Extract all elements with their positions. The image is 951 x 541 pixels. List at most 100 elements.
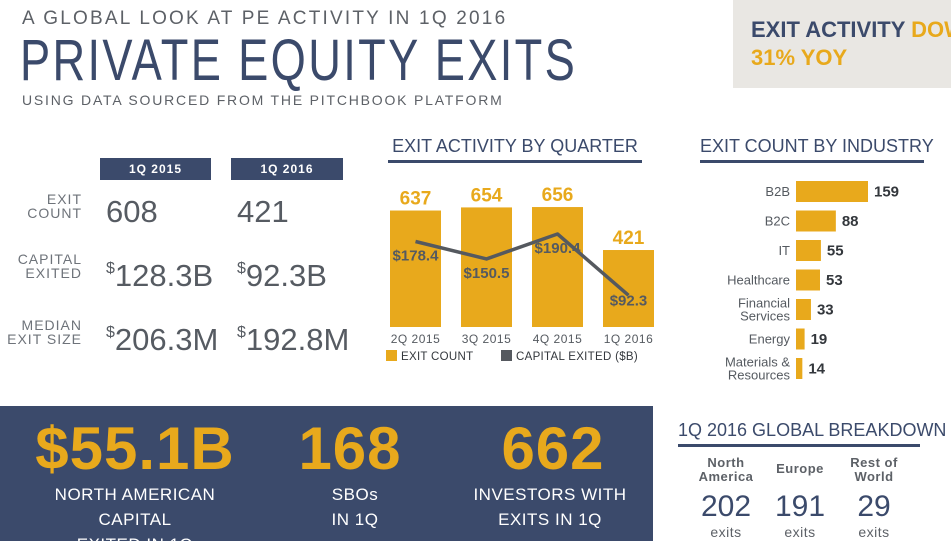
metric-exit-count-1q2015: 608 [106, 194, 158, 230]
column-header-1q2015: 1Q 2015 [100, 158, 211, 180]
exit-count-label: 637 [400, 189, 432, 210]
breakdown-title: 1Q 2016 GLOBAL BREAKDOWN [678, 420, 947, 440]
highlights-band [0, 406, 653, 541]
industry-category-label: Services [740, 309, 790, 324]
legend-swatch-capital-exited [501, 350, 512, 361]
legend-swatch-exit-count [386, 350, 397, 361]
caption-line: SBOs [331, 485, 379, 504]
industry-bar [796, 299, 811, 320]
region-line: Rest of [850, 455, 898, 470]
exit-count-label: 654 [471, 185, 503, 206]
metric-value: 128.3B [114, 258, 214, 293]
industry-category-label: B2B [765, 184, 790, 199]
capital-exited-label: $178.4 [393, 248, 440, 265]
industry-category-label: Energy [749, 332, 791, 347]
column-header-1q2016: 1Q 2016 [231, 158, 343, 180]
legend-label-capital-exited: CAPITAL EXITED ($B) [516, 351, 638, 363]
currency-prefix: $ [106, 260, 115, 277]
region-europe: Europe [764, 462, 836, 476]
industry-category-label: Financial [738, 296, 790, 311]
metric-value: 92.3B [245, 258, 327, 293]
region-line: Europe [776, 461, 824, 476]
industry-bar [796, 358, 803, 379]
industry-category-label: Materials & [725, 355, 790, 370]
industry-chart: 159 B2B 88 B2C 55 IT 53 Healthcare 33 FinancialSe… [725, 181, 899, 383]
capital-exited-label: $150.5 [464, 265, 510, 282]
industry-bar [796, 210, 836, 232]
region-rest-of-world: Rest of World [838, 456, 910, 484]
highlight-investors-caption: INVESTORS WITH EXITS IN 1Q [470, 482, 630, 532]
industry-value-label: 53 [826, 272, 843, 289]
caption-line: EXITED IN 1Q [20, 532, 250, 541]
region-north-america-value: 202 [700, 490, 752, 523]
caption-line: NORTH AMERICAN CAPITAL [54, 485, 216, 529]
highlight-investors-value: 662 [501, 415, 605, 482]
industry-bar [796, 269, 820, 291]
region-line: America [698, 469, 754, 484]
industry-bar [796, 328, 805, 350]
callout-line-1: EXIT ACTIVITY DOWN [751, 16, 951, 44]
caption-line: EXITS IN 1Q [498, 510, 602, 529]
row-label-line: COUNT [27, 205, 82, 221]
row-label-median-exit-size: MEDIAN EXIT SIZE [2, 318, 82, 346]
exit-count-bar [603, 250, 654, 327]
industry-category-label: Healthcare [727, 273, 790, 288]
metric-median-exit-size-1q2015: $206.3M [106, 322, 218, 358]
exit-count-label: 656 [542, 185, 574, 206]
metric-value: 421 [237, 194, 289, 229]
quarterly-chart: 637 2Q 2015 654 3Q 2015 656 4Q 2015 421 1Q 2016… [386, 185, 654, 363]
row-label-exit-count: EXIT COUNT [2, 192, 82, 220]
highlight-sbos-value: 168 [298, 415, 402, 482]
industry-value-label: 33 [817, 302, 834, 319]
industry-value-label: 14 [808, 361, 825, 378]
quarterly-chart-title: EXIT ACTIVITY BY QUARTER [392, 136, 638, 156]
section-underline [700, 160, 924, 163]
metric-capital-exited-1q2016: $92.3B [237, 258, 327, 294]
row-label-line: MEDIAN [21, 317, 82, 333]
callout-accent: DOWN [911, 17, 951, 42]
metric-capital-exited-1q2015: $128.3B [106, 258, 213, 294]
capital-exited-label: $92.3 [610, 292, 648, 309]
industry-category-label: B2C [765, 214, 790, 229]
industry-category-label: Resources [728, 368, 791, 383]
industry-value-label: 159 [874, 184, 899, 201]
highlight-na-capital-caption: NORTH AMERICAN CAPITAL EXITED IN 1Q [20, 482, 250, 541]
industry-bar [796, 240, 821, 261]
highlight-na-capital-value: $55.1B [35, 415, 235, 482]
callout-text: EXIT ACTIVITY [751, 17, 906, 42]
industry-category-label: IT [778, 243, 790, 258]
industry-chart-title: EXIT COUNT BY INDUSTRY [700, 136, 934, 156]
currency-prefix: $ [237, 324, 246, 341]
capital-exited-label: $190.4 [535, 240, 582, 257]
currency-prefix: $ [237, 260, 246, 277]
row-label-line: EXIT SIZE [7, 331, 82, 347]
subtitle: USING DATA SOURCED FROM THE PITCHBOOK PL… [22, 92, 504, 108]
capital-exited-line [415, 232, 630, 297]
exit-count-label: 421 [613, 228, 645, 249]
legend-label-exit-count: EXIT COUNT [401, 351, 473, 363]
industry-value-label: 55 [827, 243, 844, 260]
region-north-america-unit: exits [710, 524, 742, 540]
caption-line: INVESTORS WITH [473, 485, 627, 504]
region-line: North [707, 455, 745, 470]
caption-line: IN 1Q [331, 510, 379, 529]
region-europe-unit: exits [784, 524, 816, 540]
row-label-line: CAPITAL [17, 251, 82, 267]
supertitle: A GLOBAL LOOK AT PE ACTIVITY IN 1Q 2016 [22, 8, 508, 29]
x-tick-label: 4Q 2015 [533, 332, 583, 346]
industry-value-label: 88 [842, 213, 859, 230]
metric-value: 206.3M [114, 322, 219, 357]
x-tick-label: 2Q 2015 [391, 332, 441, 346]
callout-line-2: 31% YOY [751, 45, 848, 70]
x-tick-label: 1Q 2016 [604, 332, 654, 346]
industry-bar [796, 181, 868, 202]
metric-exit-count-1q2016: 421 [237, 194, 289, 230]
callout-box: EXIT ACTIVITY DOWN 31% YOY [733, 0, 951, 88]
region-europe-value: 191 [774, 490, 826, 523]
region-rest-of-world-value: 29 [857, 490, 891, 523]
region-line: World [854, 469, 894, 484]
section-underline [388, 160, 642, 163]
row-label-line: EXIT [46, 191, 82, 207]
section-underline [678, 444, 920, 447]
row-label-line: EXITED [25, 265, 82, 281]
